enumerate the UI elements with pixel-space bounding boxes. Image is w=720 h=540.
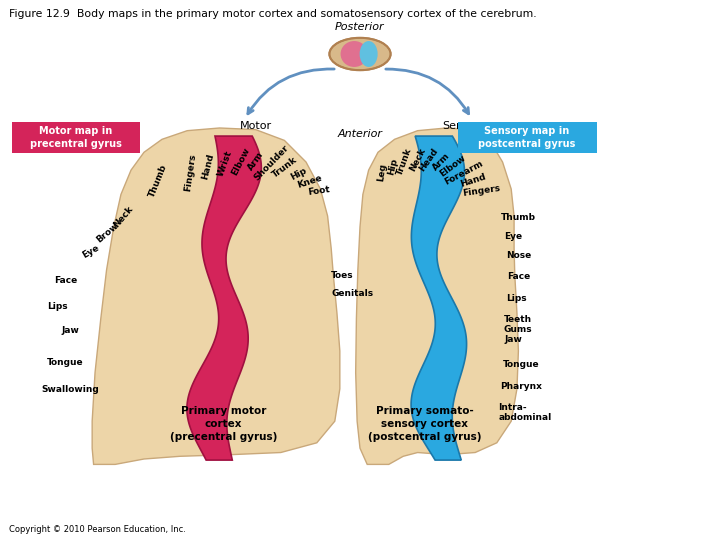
Text: Pharynx: Pharynx bbox=[500, 382, 542, 391]
Text: Brow: Brow bbox=[94, 221, 120, 245]
Text: Forearm: Forearm bbox=[443, 159, 485, 186]
Text: Tongue: Tongue bbox=[503, 360, 539, 369]
Text: Lips: Lips bbox=[506, 294, 527, 302]
Text: Sensory map in
postcentral gyrus: Sensory map in postcentral gyrus bbox=[478, 126, 576, 149]
Text: Knee: Knee bbox=[296, 174, 323, 190]
Text: Anterior: Anterior bbox=[338, 129, 382, 139]
Text: Lips: Lips bbox=[47, 302, 68, 311]
Text: Face: Face bbox=[54, 276, 77, 285]
Ellipse shape bbox=[329, 38, 391, 70]
Text: Toes: Toes bbox=[331, 271, 354, 280]
Ellipse shape bbox=[360, 41, 377, 67]
Text: Intra-
abdominal: Intra- abdominal bbox=[498, 403, 552, 422]
Text: Leg: Leg bbox=[376, 163, 387, 182]
Text: Swallowing: Swallowing bbox=[42, 386, 99, 394]
Text: Posterior: Posterior bbox=[336, 22, 384, 32]
Text: Primary somato-
sensory cortex
(postcentral gyrus): Primary somato- sensory cortex (postcent… bbox=[368, 406, 482, 442]
Polygon shape bbox=[356, 128, 518, 464]
Text: Genitals: Genitals bbox=[331, 289, 374, 298]
Text: Thumb: Thumb bbox=[147, 163, 168, 199]
Text: Arm: Arm bbox=[431, 151, 451, 172]
Text: Primary motor
cortex
(precentral gyrus): Primary motor cortex (precentral gyrus) bbox=[169, 406, 277, 442]
Text: Sensory: Sensory bbox=[442, 121, 487, 131]
Text: Fingers: Fingers bbox=[183, 153, 197, 192]
Text: Motor map in
precentral gyrus: Motor map in precentral gyrus bbox=[30, 126, 122, 149]
Polygon shape bbox=[411, 136, 467, 460]
Text: Tongue: Tongue bbox=[47, 359, 84, 367]
FancyBboxPatch shape bbox=[458, 122, 597, 153]
Text: Eye: Eye bbox=[81, 243, 101, 260]
Text: Neck: Neck bbox=[408, 146, 427, 173]
FancyBboxPatch shape bbox=[12, 122, 140, 153]
Text: Trunk: Trunk bbox=[395, 146, 414, 177]
Text: Neck: Neck bbox=[112, 205, 135, 230]
Text: Motor: Motor bbox=[240, 121, 271, 131]
Text: Figure 12.9  Body maps in the primary motor cortex and somatosensory cortex of t: Figure 12.9 Body maps in the primary mot… bbox=[9, 9, 536, 19]
Text: Hand: Hand bbox=[459, 173, 487, 190]
Text: Shoulder: Shoulder bbox=[252, 144, 290, 183]
Text: Nose: Nose bbox=[506, 252, 531, 260]
Text: Hand: Hand bbox=[200, 152, 215, 180]
Polygon shape bbox=[187, 136, 261, 460]
Text: Wrist: Wrist bbox=[216, 149, 233, 178]
Text: Hip: Hip bbox=[289, 166, 309, 182]
Text: Eye: Eye bbox=[504, 232, 522, 241]
Text: Elbow: Elbow bbox=[230, 146, 251, 177]
Text: Trunk: Trunk bbox=[271, 156, 300, 180]
Text: Thumb: Thumb bbox=[500, 213, 536, 221]
Text: Elbow: Elbow bbox=[438, 153, 467, 179]
Text: Hip: Hip bbox=[387, 157, 400, 176]
Text: Jaw: Jaw bbox=[61, 326, 79, 335]
Text: Head: Head bbox=[418, 146, 440, 173]
Text: Copyright © 2010 Pearson Education, Inc.: Copyright © 2010 Pearson Education, Inc. bbox=[9, 524, 186, 534]
Ellipse shape bbox=[341, 41, 368, 67]
Text: Face: Face bbox=[507, 272, 530, 281]
Text: Teeth
Gums
Jaw: Teeth Gums Jaw bbox=[504, 314, 533, 345]
Text: Fingers: Fingers bbox=[462, 184, 500, 198]
Polygon shape bbox=[92, 128, 340, 464]
Text: Foot: Foot bbox=[307, 185, 330, 197]
Text: Arm: Arm bbox=[246, 150, 265, 172]
